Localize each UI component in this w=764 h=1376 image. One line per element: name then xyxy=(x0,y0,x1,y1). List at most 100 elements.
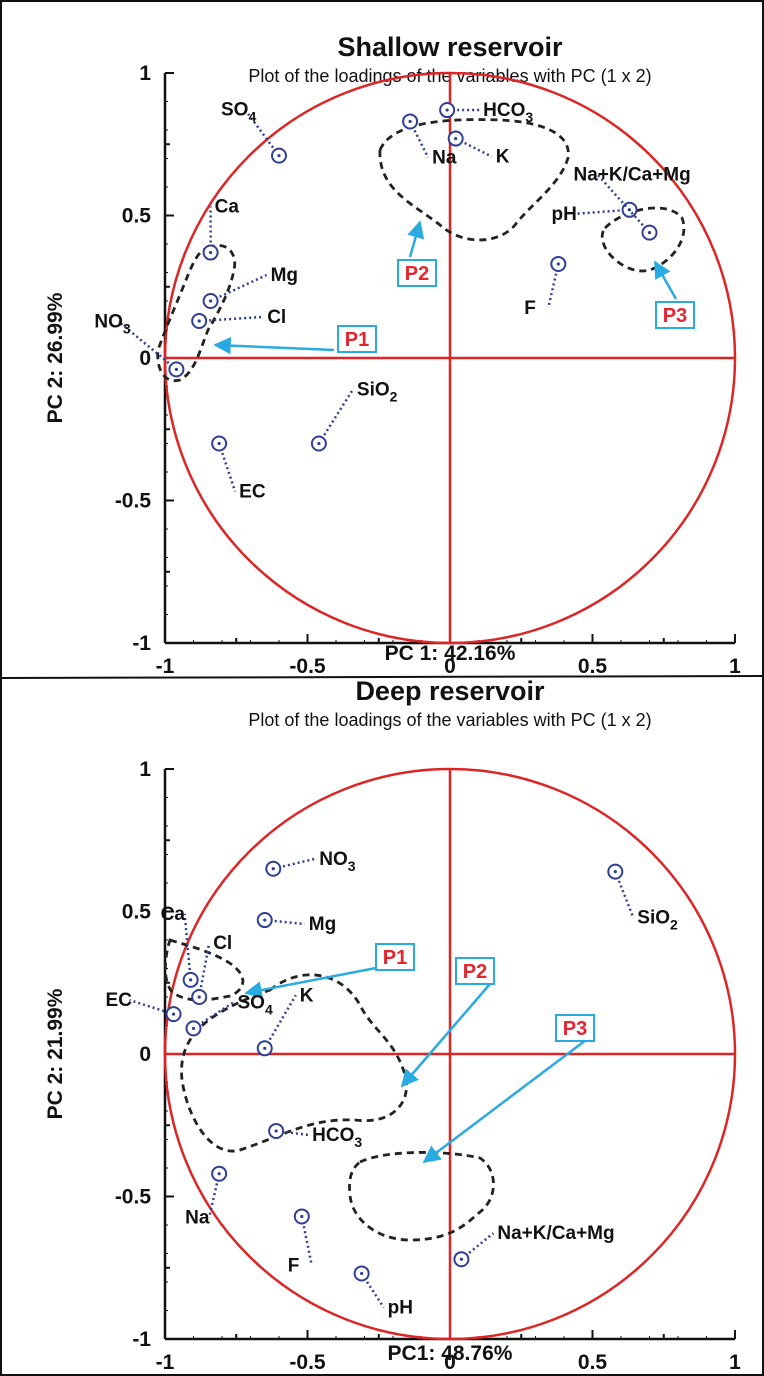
loading-point-center xyxy=(217,1172,221,1176)
group-outline-p2 xyxy=(180,973,408,1153)
loading-point-center xyxy=(263,1046,267,1050)
leader-line xyxy=(197,942,211,998)
group-outline-p1 xyxy=(163,938,245,1002)
callout-arrow xyxy=(407,220,425,258)
loading-point-center xyxy=(556,262,560,266)
loading-point-center xyxy=(217,441,221,446)
callout-label-p2: P2 xyxy=(405,263,429,285)
y-tick-label: 1 xyxy=(139,758,151,781)
point-label: Cl xyxy=(213,933,232,954)
group-outline-p2 xyxy=(378,118,570,242)
x-axis-label: PC 1: 42.16% xyxy=(385,642,516,665)
x-tick-label: -1 xyxy=(156,1351,175,1374)
panel-separator xyxy=(0,675,764,679)
point-label: SO4 xyxy=(221,100,256,125)
point-label: pH xyxy=(552,204,577,225)
loading-point-center xyxy=(408,119,412,124)
y-tick-label: 1 xyxy=(139,62,151,85)
loading-point-center xyxy=(647,231,652,235)
callout-box xyxy=(397,259,437,287)
point-label: Mg xyxy=(309,914,336,935)
callout-label-p3: P3 xyxy=(663,305,687,327)
loading-point-center xyxy=(174,367,178,371)
callout-arrow xyxy=(422,1039,587,1164)
callout-arrow xyxy=(400,983,491,1088)
callout-box xyxy=(555,1014,595,1042)
callout-arrow xyxy=(213,336,335,355)
loading-point-center xyxy=(277,154,281,158)
point-label: Na+K/Ca+Mg xyxy=(574,165,691,186)
leader-line xyxy=(614,871,635,919)
point-label: SiO2 xyxy=(637,908,678,933)
loading-point-center xyxy=(197,319,201,323)
y-tick-label: 0.5 xyxy=(122,901,152,924)
point-label: SO4 xyxy=(238,992,273,1017)
x-axis-label: PC1: 48.76% xyxy=(388,1342,513,1365)
callout-label-p1: P1 xyxy=(345,329,369,351)
y-tick-label: -0.5 xyxy=(115,490,152,513)
point-label: K xyxy=(496,147,510,168)
callout-label-p3: P3 xyxy=(563,1018,587,1040)
x-tick-label: -0.5 xyxy=(289,1351,326,1374)
chart-title: Shallow reservoir xyxy=(337,32,563,62)
leader-line xyxy=(217,443,237,492)
loading-point-center xyxy=(171,1012,176,1016)
loading-point-center xyxy=(189,978,193,982)
point-label: F xyxy=(524,298,536,319)
y-tick-label: -0.5 xyxy=(115,1186,152,1209)
callout-arrow xyxy=(653,260,678,300)
point-label: HCO3 xyxy=(483,100,533,125)
leader-line xyxy=(199,315,264,323)
loading-point-center xyxy=(300,1214,304,1219)
y-axis-label: PC 2: 26.99% xyxy=(44,292,67,423)
loading-point-center xyxy=(197,995,201,999)
callout-arrow xyxy=(244,966,377,999)
loading-point-center xyxy=(209,250,213,255)
loading-point-center xyxy=(454,136,458,141)
y-tick-label: 0 xyxy=(139,1043,151,1066)
point-label: Cl xyxy=(267,307,286,328)
group-outline-p3 xyxy=(600,206,686,273)
callout-box xyxy=(455,957,495,985)
chart-subtitle: Plot of the loadings of the variables wi… xyxy=(248,710,651,730)
y-tick-label: -1 xyxy=(132,1328,151,1351)
loading-point-center xyxy=(263,918,267,922)
group-outline-p3 xyxy=(348,1151,495,1242)
point-label: Na xyxy=(185,1208,210,1229)
loading-point-center xyxy=(459,1257,463,1261)
loading-point-center xyxy=(613,870,617,874)
callout-box xyxy=(655,301,695,329)
leader-line xyxy=(575,208,630,216)
callout-label-p1: P1 xyxy=(383,947,407,969)
point-label: NO3 xyxy=(94,311,130,336)
callout-box xyxy=(375,943,415,971)
leader-line xyxy=(317,388,354,445)
x-tick-label: 0.5 xyxy=(578,1351,608,1374)
loading-point-center xyxy=(209,299,213,303)
callout-label-p2: P2 xyxy=(463,961,487,983)
point-label: K xyxy=(300,985,314,1006)
x-tick-label: 0.5 xyxy=(578,655,608,678)
leader-line xyxy=(300,1216,314,1266)
leader-line xyxy=(263,994,297,1049)
point-label: NO3 xyxy=(319,849,356,874)
point-label: Na xyxy=(432,147,457,168)
chart-title: Deep reservoir xyxy=(355,676,545,706)
y-tick-label: -1 xyxy=(132,632,151,655)
loading-point-center xyxy=(317,441,321,446)
point-label: pH xyxy=(388,1297,413,1318)
point-label: Na+K/Ca+Mg xyxy=(497,1223,614,1244)
loading-point-center xyxy=(445,108,449,112)
point-label: HCO3 xyxy=(312,1125,362,1150)
point-label: EC xyxy=(106,990,133,1011)
leader-line xyxy=(183,913,192,981)
loading-point-center xyxy=(274,1129,278,1133)
y-tick-label: 0.5 xyxy=(122,205,152,228)
x-tick-label: 1 xyxy=(729,655,741,678)
panel-1: Deep reservoir Plot of the loadings of th… xyxy=(44,676,741,1374)
x-tick-label: 0 xyxy=(444,1351,456,1374)
point-label: Ca xyxy=(161,904,186,925)
x-tick-label: -0.5 xyxy=(289,655,326,678)
